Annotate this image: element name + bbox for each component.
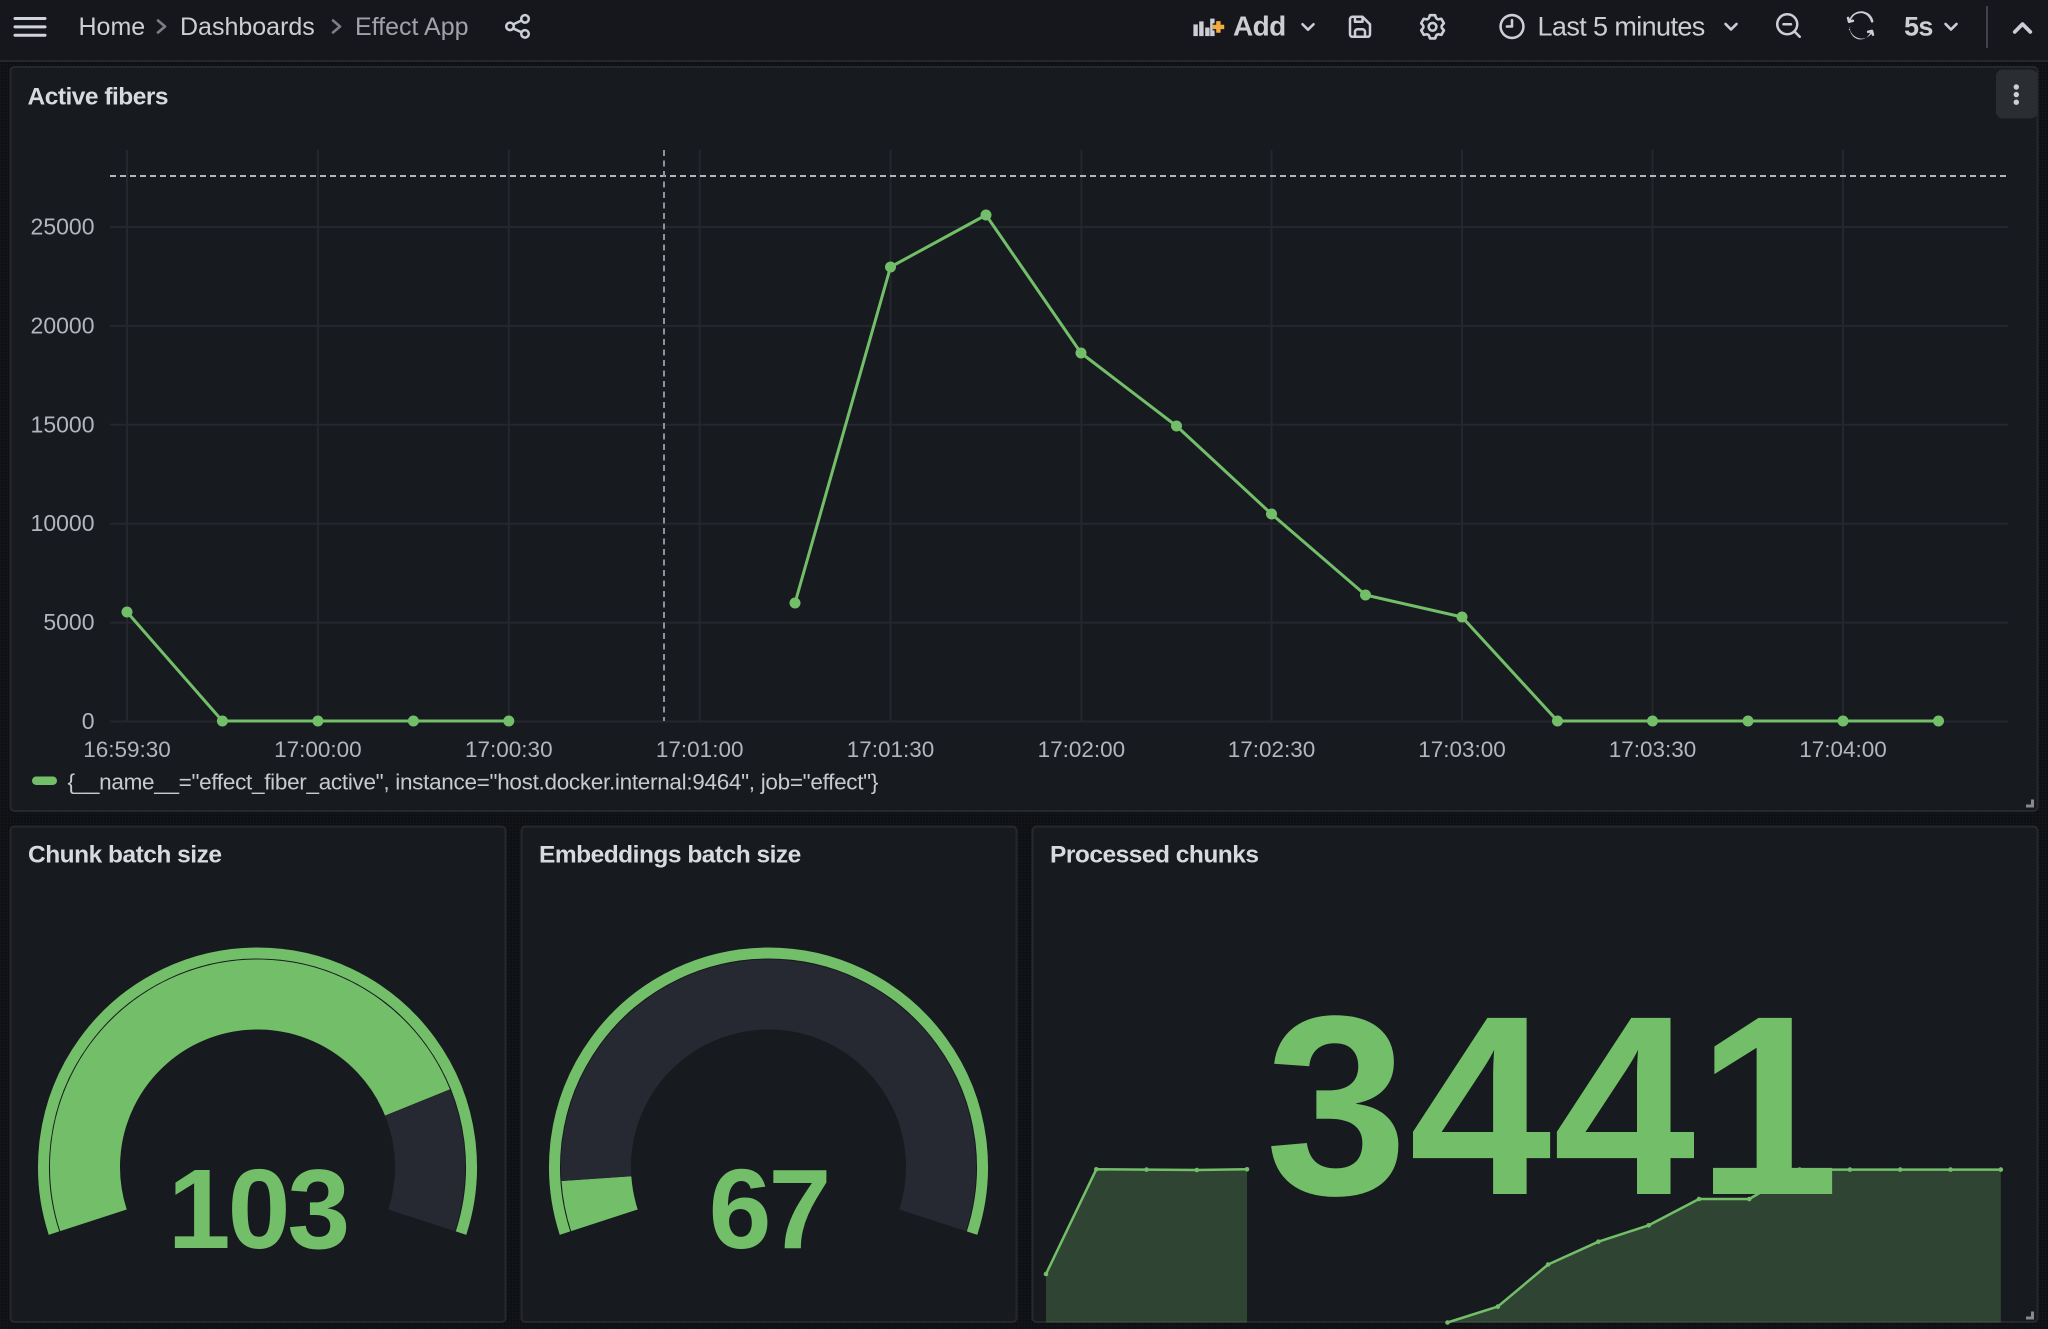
svg-text:17:04:00: 17:04:00 [1799,737,1887,762]
svg-text:17:00:00: 17:00:00 [274,737,362,762]
svg-text:Processed chunks: Processed chunks [1050,842,1259,869]
svg-text:17:01:30: 17:01:30 [847,737,935,762]
svg-text:Add: Add [1233,11,1286,42]
svg-text:17:02:30: 17:02:30 [1228,737,1316,762]
svg-text:5000: 5000 [43,609,94,635]
svg-text:Active fibers: Active fibers [28,84,169,111]
svg-text:25000: 25000 [31,214,95,240]
svg-text:15000: 15000 [31,411,95,437]
svg-text:Embeddings batch size: Embeddings batch size [539,842,801,869]
svg-text:3441: 3441 [1265,963,1841,1249]
svg-text:17:00:30: 17:00:30 [465,737,553,762]
svg-text:17:03:30: 17:03:30 [1609,737,1697,762]
svg-text:17:03:00: 17:03:00 [1418,737,1506,762]
svg-text:{__name__="effect_fiber_active: {__name__="effect_fiber_active", instanc… [68,770,879,795]
svg-text:20000: 20000 [31,312,95,338]
svg-text:5s: 5s [1904,12,1933,42]
svg-text:Dashboards: Dashboards [180,13,315,41]
svg-text:17:01:00: 17:01:00 [656,737,744,762]
svg-text:16:59:30: 16:59:30 [83,737,171,762]
svg-text:Last 5 minutes: Last 5 minutes [1538,12,1705,42]
svg-text:17:02:00: 17:02:00 [1038,737,1126,762]
svg-text:Effect App: Effect App [355,13,469,41]
svg-text:Home: Home [79,13,146,41]
svg-text:10000: 10000 [31,510,95,536]
svg-text:Chunk batch size: Chunk batch size [28,842,221,869]
svg-text:103: 103 [168,1146,348,1272]
svg-text:67: 67 [709,1146,829,1272]
svg-text:0: 0 [82,708,95,734]
